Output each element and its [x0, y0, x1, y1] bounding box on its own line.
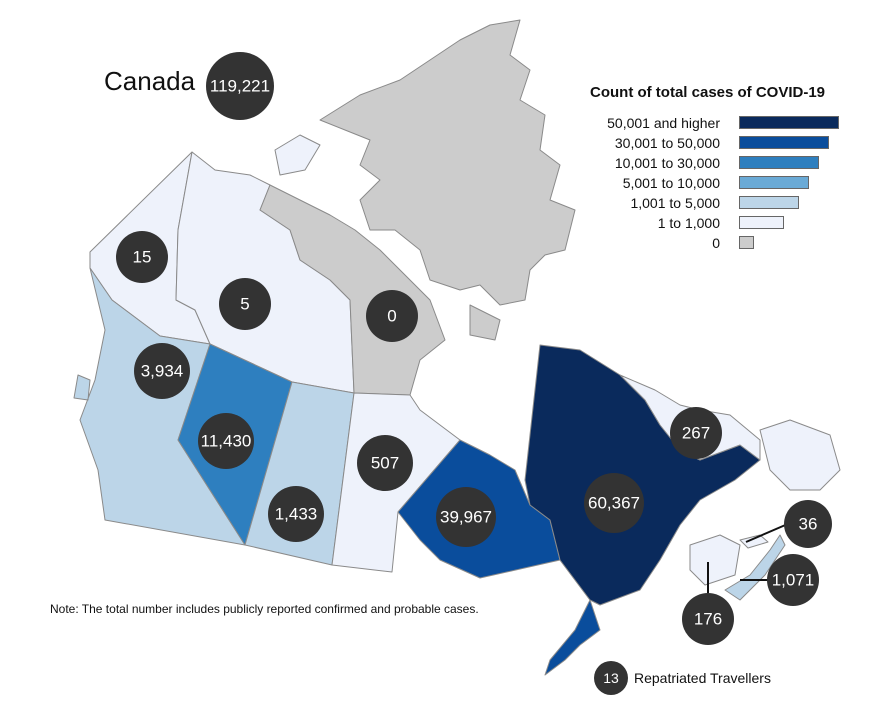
legend-item-label: 50,001 and higher: [607, 115, 720, 131]
region-nova-scotia: [724, 534, 786, 601]
legend-color-swatch: [739, 196, 799, 209]
count-bubble-new-brunswick: 176: [682, 593, 734, 645]
count-label-northwest-territories: 5: [240, 295, 249, 314]
legend-color-swatch: [739, 156, 819, 169]
total-count: 119,221: [210, 77, 270, 96]
legend-item: 0: [590, 234, 860, 254]
repatriated-label: Repatriated Travellers: [634, 670, 771, 686]
region-new-brunswick: [689, 534, 741, 586]
count-label-newfoundland-and-labrador: 267: [682, 424, 710, 443]
count-bubble-alberta: 11,430: [198, 413, 254, 469]
count-bubble-british-columbia: 3,934: [134, 343, 190, 399]
legend-color-swatch: [739, 216, 784, 229]
count-label-quebec: 60,367: [588, 494, 640, 513]
count-label-nunavut: 0: [387, 307, 396, 326]
count-bubble-newfoundland-and-labrador: 267: [670, 407, 722, 459]
legend-item: 30,001 to 50,000: [590, 134, 860, 154]
legend-item: 10,001 to 30,000: [590, 154, 860, 174]
country-title: Canada: [104, 66, 196, 96]
count-label-nova-scotia: 1,071: [772, 571, 815, 590]
count-label-british-columbia: 3,934: [141, 362, 184, 381]
count-bubble-prince-edward-island: 36: [784, 500, 832, 548]
count-label-alberta: 11,430: [201, 432, 252, 451]
count-label-saskatchewan: 1,433: [275, 505, 318, 524]
count-bubble-ontario: 39,967: [436, 487, 496, 547]
legend-item: 1 to 1,000: [590, 214, 860, 234]
legend-item-label: 5,001 to 10,000: [622, 175, 720, 191]
count-bubble-nunavut: 0: [366, 290, 418, 342]
total-bubble: 119,221: [206, 52, 274, 120]
repatriated-count-bubble: 13: [594, 661, 628, 695]
legend-color-swatch: [739, 236, 754, 249]
legend-item: 5,001 to 10,000: [590, 174, 860, 194]
legend-item: 1,001 to 5,000: [590, 194, 860, 214]
leader-line-pei: [745, 522, 791, 543]
legend-item-label: 30,001 to 50,000: [614, 135, 720, 151]
region-newfoundland-and-labrador: [619, 374, 841, 491]
legend-color-swatch: [739, 116, 839, 129]
region-nunavut: [259, 19, 576, 396]
legend-item-label: 1 to 1,000: [657, 215, 720, 231]
legend-item-label: 10,001 to 30,000: [614, 155, 720, 171]
count-bubble-yukon: 15: [116, 231, 168, 283]
legend: Count of total cases of COVID-19 50,001 …: [590, 84, 860, 254]
region-british-columbia: [73, 267, 246, 546]
count-label-yukon: 15: [133, 248, 152, 267]
legend-title: Count of total cases of COVID-19: [590, 84, 826, 101]
count-bubble-quebec: 60,367: [584, 473, 644, 533]
count-label-new-brunswick: 176: [694, 610, 722, 629]
count-bubble-manitoba: 507: [357, 435, 413, 491]
legend-color-swatch: [739, 176, 809, 189]
count-label-ontario: 39,967: [440, 508, 492, 527]
count-bubble-saskatchewan: 1,433: [268, 486, 324, 542]
legend-item-label: 0: [712, 235, 720, 251]
region-prince-edward-island: [739, 534, 769, 549]
legend-item: 50,001 and higher: [590, 114, 860, 134]
legend-color-swatch: [739, 136, 829, 149]
count-bubble-northwest-territories: 5: [219, 278, 271, 330]
count-bubble-nova-scotia: 1,071: [767, 554, 819, 606]
footnote: Note: The total number includes publicly…: [50, 602, 479, 616]
count-label-manitoba: 507: [371, 454, 399, 473]
count-label-prince-edward-island: 36: [799, 515, 818, 534]
legend-item-label: 1,001 to 5,000: [630, 195, 720, 211]
